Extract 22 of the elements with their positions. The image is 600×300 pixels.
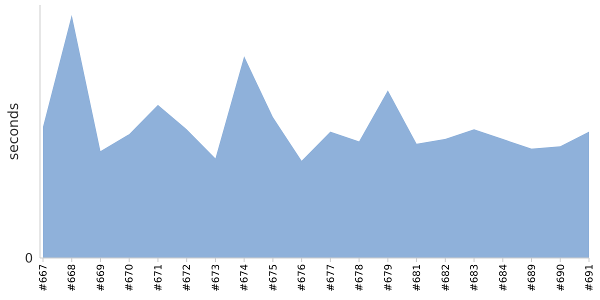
x-tick-label: #667 [38, 264, 50, 292]
text: 0 [24, 252, 33, 267]
x-tick-label: #677 [326, 264, 337, 292]
x-tick-label: #672 [182, 264, 194, 292]
x-tick-label: #689 [527, 264, 538, 292]
x-tick-label: #678 [354, 264, 366, 292]
x-tick-label: #669 [96, 264, 107, 292]
x-tick-label: #673 [210, 264, 222, 292]
x-tick-label: #671 [153, 264, 164, 292]
x-tick-label: #676 [297, 264, 308, 292]
x-tick-label: #675 [268, 264, 280, 292]
x-tick-label: #679 [383, 264, 394, 292]
y-axis-title: seconds [6, 102, 22, 160]
x-tick-label: #670 [124, 264, 136, 292]
x-tick-label: #674 [240, 264, 251, 292]
x-tick-label: #691 [584, 264, 596, 292]
x-tick-label: #668 [67, 264, 78, 292]
x-tick-label: #682 [440, 264, 452, 292]
x-tick-label: #683 [470, 264, 481, 292]
x-tick-label: #690 [556, 264, 567, 292]
x-tick-label: #684 [498, 264, 510, 292]
x-tick-label: #681 [412, 264, 424, 292]
